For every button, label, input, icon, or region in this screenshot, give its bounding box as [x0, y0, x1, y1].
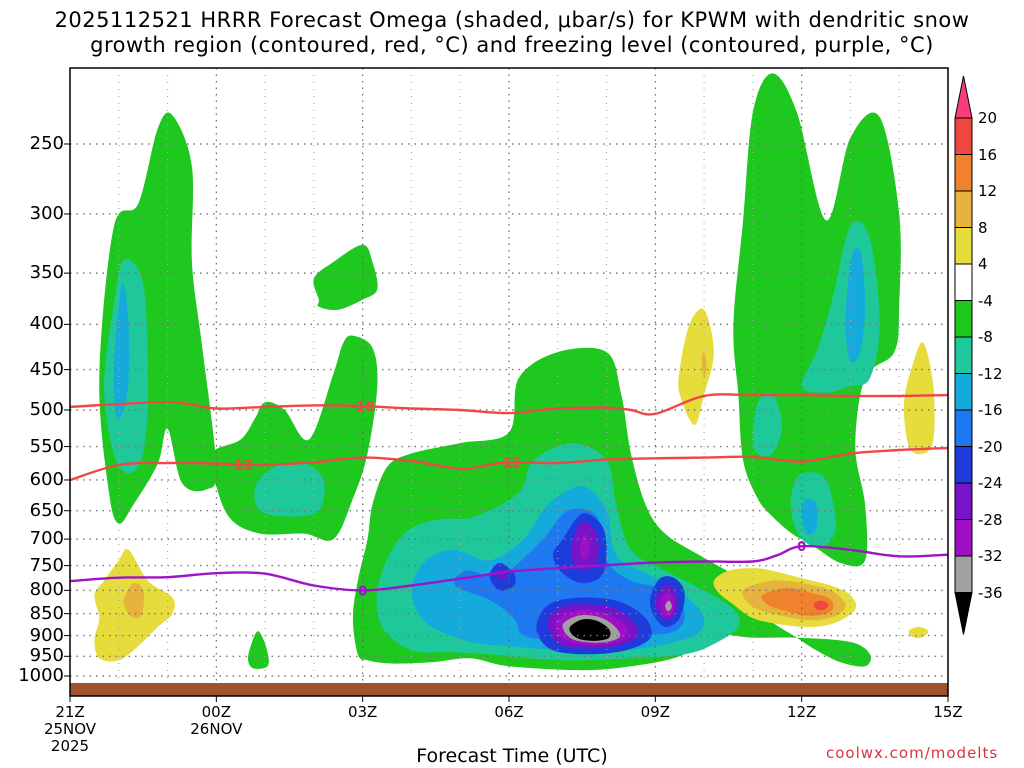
- ytick-label: 700: [29, 528, 64, 550]
- colorbar-label: -24: [978, 474, 1003, 492]
- colorbar-label: -28: [978, 510, 1003, 529]
- omega-region-pos-left-inner: [123, 582, 145, 619]
- xtick-label: 03Z: [323, 704, 403, 721]
- colorbar-label: -8: [978, 328, 993, 346]
- omega-region-pos-main-16: [813, 600, 829, 611]
- colorbar-swatch-12: [954, 519, 973, 557]
- xtick-label-line1: 03Z: [347, 703, 378, 721]
- xtick-label-line2: 25NOV: [43, 720, 97, 738]
- xtick-label: 15Z: [908, 704, 988, 721]
- omega-region-pos-a: [678, 308, 714, 426]
- xtick-label: 06Z: [469, 704, 549, 721]
- xtick-label-line1: 12Z: [786, 703, 817, 721]
- xtick-label-line2: 26NOV: [190, 720, 243, 738]
- omega-region-core-upper-center: [579, 533, 590, 561]
- xtick-label: 00Z 26NOV: [176, 704, 256, 738]
- colorbar-label: -36: [978, 583, 1003, 602]
- colorbar-swatch-9: [954, 409, 973, 447]
- ytick-label: 350: [29, 262, 64, 284]
- omega-region-core-right-32: [665, 600, 672, 612]
- axis-ticks: [64, 143, 949, 702]
- colorbar-label: 8: [978, 218, 988, 237]
- xtick-label-line1: 00Z: [201, 703, 232, 721]
- omega-region-pos-main-12: [761, 587, 834, 616]
- colorbar-swatch-3: [954, 190, 973, 228]
- colorbar-swatch-7: [954, 336, 973, 374]
- ytick-label: 950: [29, 645, 64, 667]
- contour-dgz_minus18: [69, 393, 949, 416]
- xtick-label-line1: 15Z: [933, 703, 963, 721]
- contour-label-dgz_minus12-1: -12: [497, 456, 521, 471]
- colorbar-swatch-4: [954, 227, 973, 265]
- colorbar-swatch-13: [954, 555, 973, 593]
- omega-region-small-blip-900: [248, 631, 269, 669]
- ytick-label: 400: [29, 313, 64, 335]
- omega-region-mid-west-inner: [254, 462, 325, 517]
- xtick-label-line1: 21Z: [55, 703, 85, 721]
- ytick-label: 1000: [18, 665, 64, 686]
- colorbar-label: 20: [978, 109, 998, 127]
- ytick-label: 600: [29, 468, 64, 490]
- ytick-label: 900: [29, 624, 64, 646]
- colorbar-swatch-5: [954, 263, 973, 301]
- xtick-label-line1: 06Z: [494, 703, 524, 721]
- ytick-label: 250: [29, 133, 64, 154]
- ytick-label: 550: [29, 435, 64, 457]
- contour-lines: -18 -12 -12 0 0: [69, 393, 949, 599]
- colorbar-label: 16: [978, 145, 998, 164]
- colorbar: [954, 75, 973, 635]
- credit-link[interactable]: coolwx.com/modelts: [826, 744, 999, 762]
- colorbar-label: -4: [978, 291, 993, 310]
- contour-label-dgz_minus12-0: -12: [229, 458, 253, 473]
- contour-label-freezing_0-1: 0: [797, 540, 806, 555]
- colorbar-swatch-1: [954, 117, 973, 155]
- contour-label-dgz_minus18-0: -18: [351, 400, 375, 415]
- contour-label-freezing_0-0: 0: [358, 584, 367, 599]
- chart-title-line1: 2025112521 HRRR Forecast Omega (shaded, …: [54, 8, 970, 32]
- omega-region-right-tower-core2: [801, 498, 818, 535]
- ground-strip: [70, 683, 948, 696]
- colorbar-swatch-6: [954, 300, 973, 338]
- ytick-label: 300: [29, 202, 64, 224]
- colorbar-label: 4: [978, 255, 988, 273]
- colorbar-swatch-10: [954, 446, 973, 484]
- ytick-label: 800: [29, 579, 64, 601]
- ytick-label: 450: [29, 358, 64, 380]
- ytick-label: 750: [29, 554, 64, 576]
- omega-region-right-tower-inner1: [752, 392, 783, 457]
- xtick-label: 09Z: [615, 704, 695, 721]
- omega-region-pos-c: [908, 626, 929, 639]
- colorbar-bottom-arrow: [954, 592, 973, 635]
- omega-region-pos-b: [903, 342, 935, 455]
- omega-region-core-bottom-36: [569, 618, 611, 641]
- xtick-label: 12Z: [762, 704, 842, 721]
- colorbar-label: 12: [978, 182, 998, 200]
- omega-shading: [94, 73, 935, 671]
- omega-region-small-blob-350: [313, 244, 378, 311]
- contour-freezing_0: [69, 544, 949, 592]
- xtick-label-line1: 09Z: [640, 703, 671, 721]
- colorbar-label: -12: [978, 364, 1003, 383]
- xtick-label: 21Z 25NOV 2025: [30, 704, 110, 755]
- ytick-label: 500: [29, 399, 64, 420]
- colorbar-swatch-2: [954, 154, 973, 192]
- chart-title-line2: growth region (contoured, red, °C) and f…: [90, 33, 934, 57]
- colorbar-swatch-11: [954, 482, 973, 520]
- contour-dgz_minus12: [69, 446, 949, 482]
- ytick-label: 850: [29, 602, 64, 624]
- colorbar-label: -16: [978, 401, 1003, 419]
- xtick-label-line3: 2025: [50, 737, 90, 755]
- colorbar-top-arrow: [954, 75, 973, 119]
- ytick-label: 650: [29, 499, 64, 521]
- colorbar-label: -32: [978, 547, 1003, 565]
- omega-region-mid-west: [210, 335, 378, 541]
- omega-region-left-tower-core: [113, 283, 130, 421]
- omega-region-pos-a-inner: [701, 352, 707, 379]
- colorbar-swatch-8: [954, 373, 973, 411]
- x-axis-title: Forecast Time (UTC): [416, 745, 608, 767]
- colorbar-label: -20: [978, 437, 1003, 456]
